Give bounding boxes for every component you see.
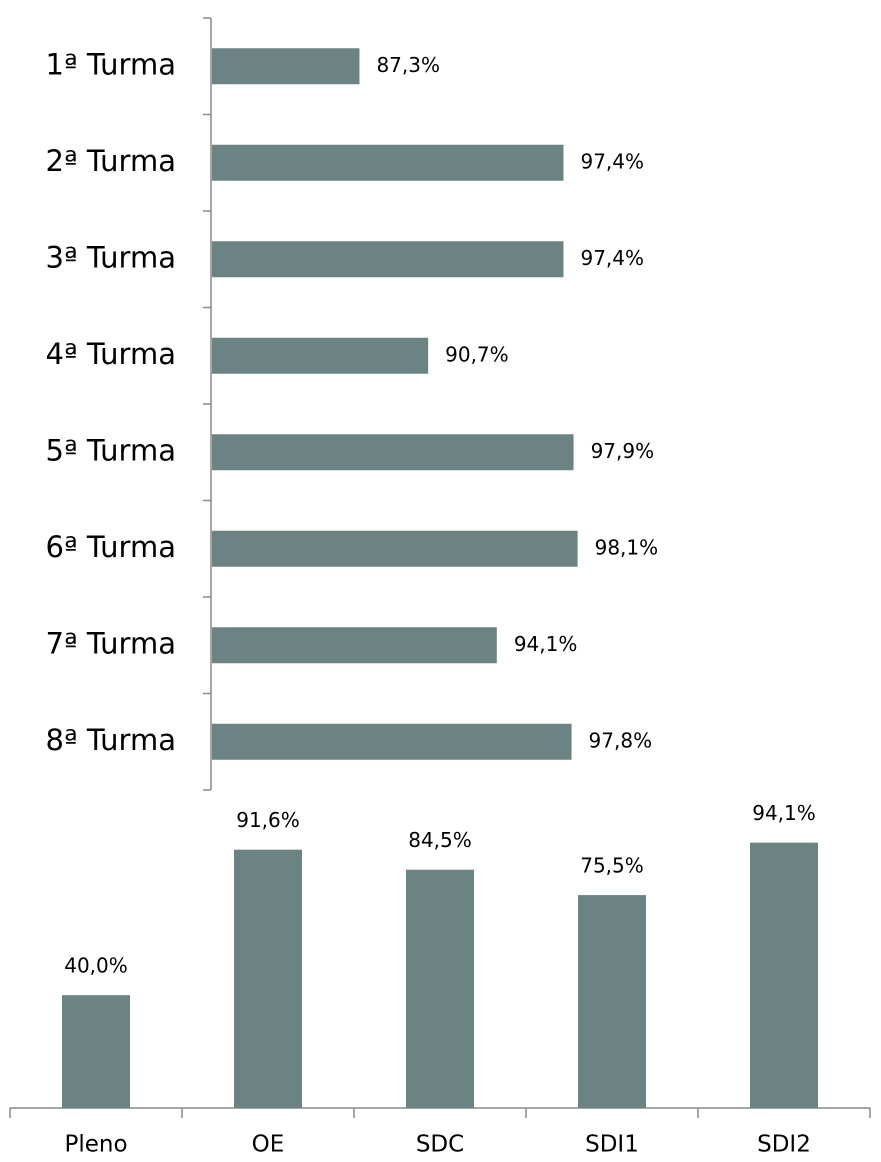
bar <box>62 995 130 1108</box>
data-label: 40,0% <box>64 954 128 978</box>
data-label: 84,5% <box>408 828 472 852</box>
x-tick-label: Pleno <box>64 1132 127 1158</box>
data-label: 98,1% <box>595 535 659 559</box>
bar <box>578 895 646 1108</box>
data-label: 75,5% <box>580 854 644 878</box>
data-label: 90,7% <box>445 342 509 366</box>
x-tick-label: SDI1 <box>585 1132 639 1158</box>
bar <box>212 144 564 181</box>
y-tick-label: 5ª Turma <box>46 433 176 467</box>
y-tick-label: 4ª Turma <box>46 337 176 371</box>
y-tick-label: 2ª Turma <box>46 144 176 178</box>
y-tick-label: 7ª Turma <box>46 626 176 660</box>
bar <box>750 842 818 1108</box>
bar <box>406 869 474 1108</box>
bar <box>212 48 360 85</box>
data-label: 94,1% <box>514 632 578 656</box>
x-tick-label: OE <box>252 1132 285 1158</box>
x-tick-label: SDI2 <box>757 1132 811 1158</box>
y-tick-label: 8ª Turma <box>46 723 176 757</box>
y-tick-label: 3ª Turma <box>46 240 176 274</box>
bar <box>212 723 572 760</box>
y-tick-label: 6ª Turma <box>46 530 176 564</box>
data-label: 91,6% <box>236 808 300 832</box>
bar <box>212 337 429 374</box>
x-tick-label: SDC <box>416 1132 464 1158</box>
bar <box>212 627 497 664</box>
bar <box>212 530 578 567</box>
bar <box>212 434 574 471</box>
data-label: 94,1% <box>752 801 816 825</box>
bar <box>234 849 302 1108</box>
bar <box>212 241 564 278</box>
data-label: 97,8% <box>589 728 653 752</box>
y-tick-label: 1ª Turma <box>46 47 176 81</box>
data-label: 87,3% <box>376 53 440 77</box>
data-label: 97,9% <box>591 439 655 463</box>
data-label: 97,4% <box>580 246 644 270</box>
data-label: 97,4% <box>580 149 644 173</box>
